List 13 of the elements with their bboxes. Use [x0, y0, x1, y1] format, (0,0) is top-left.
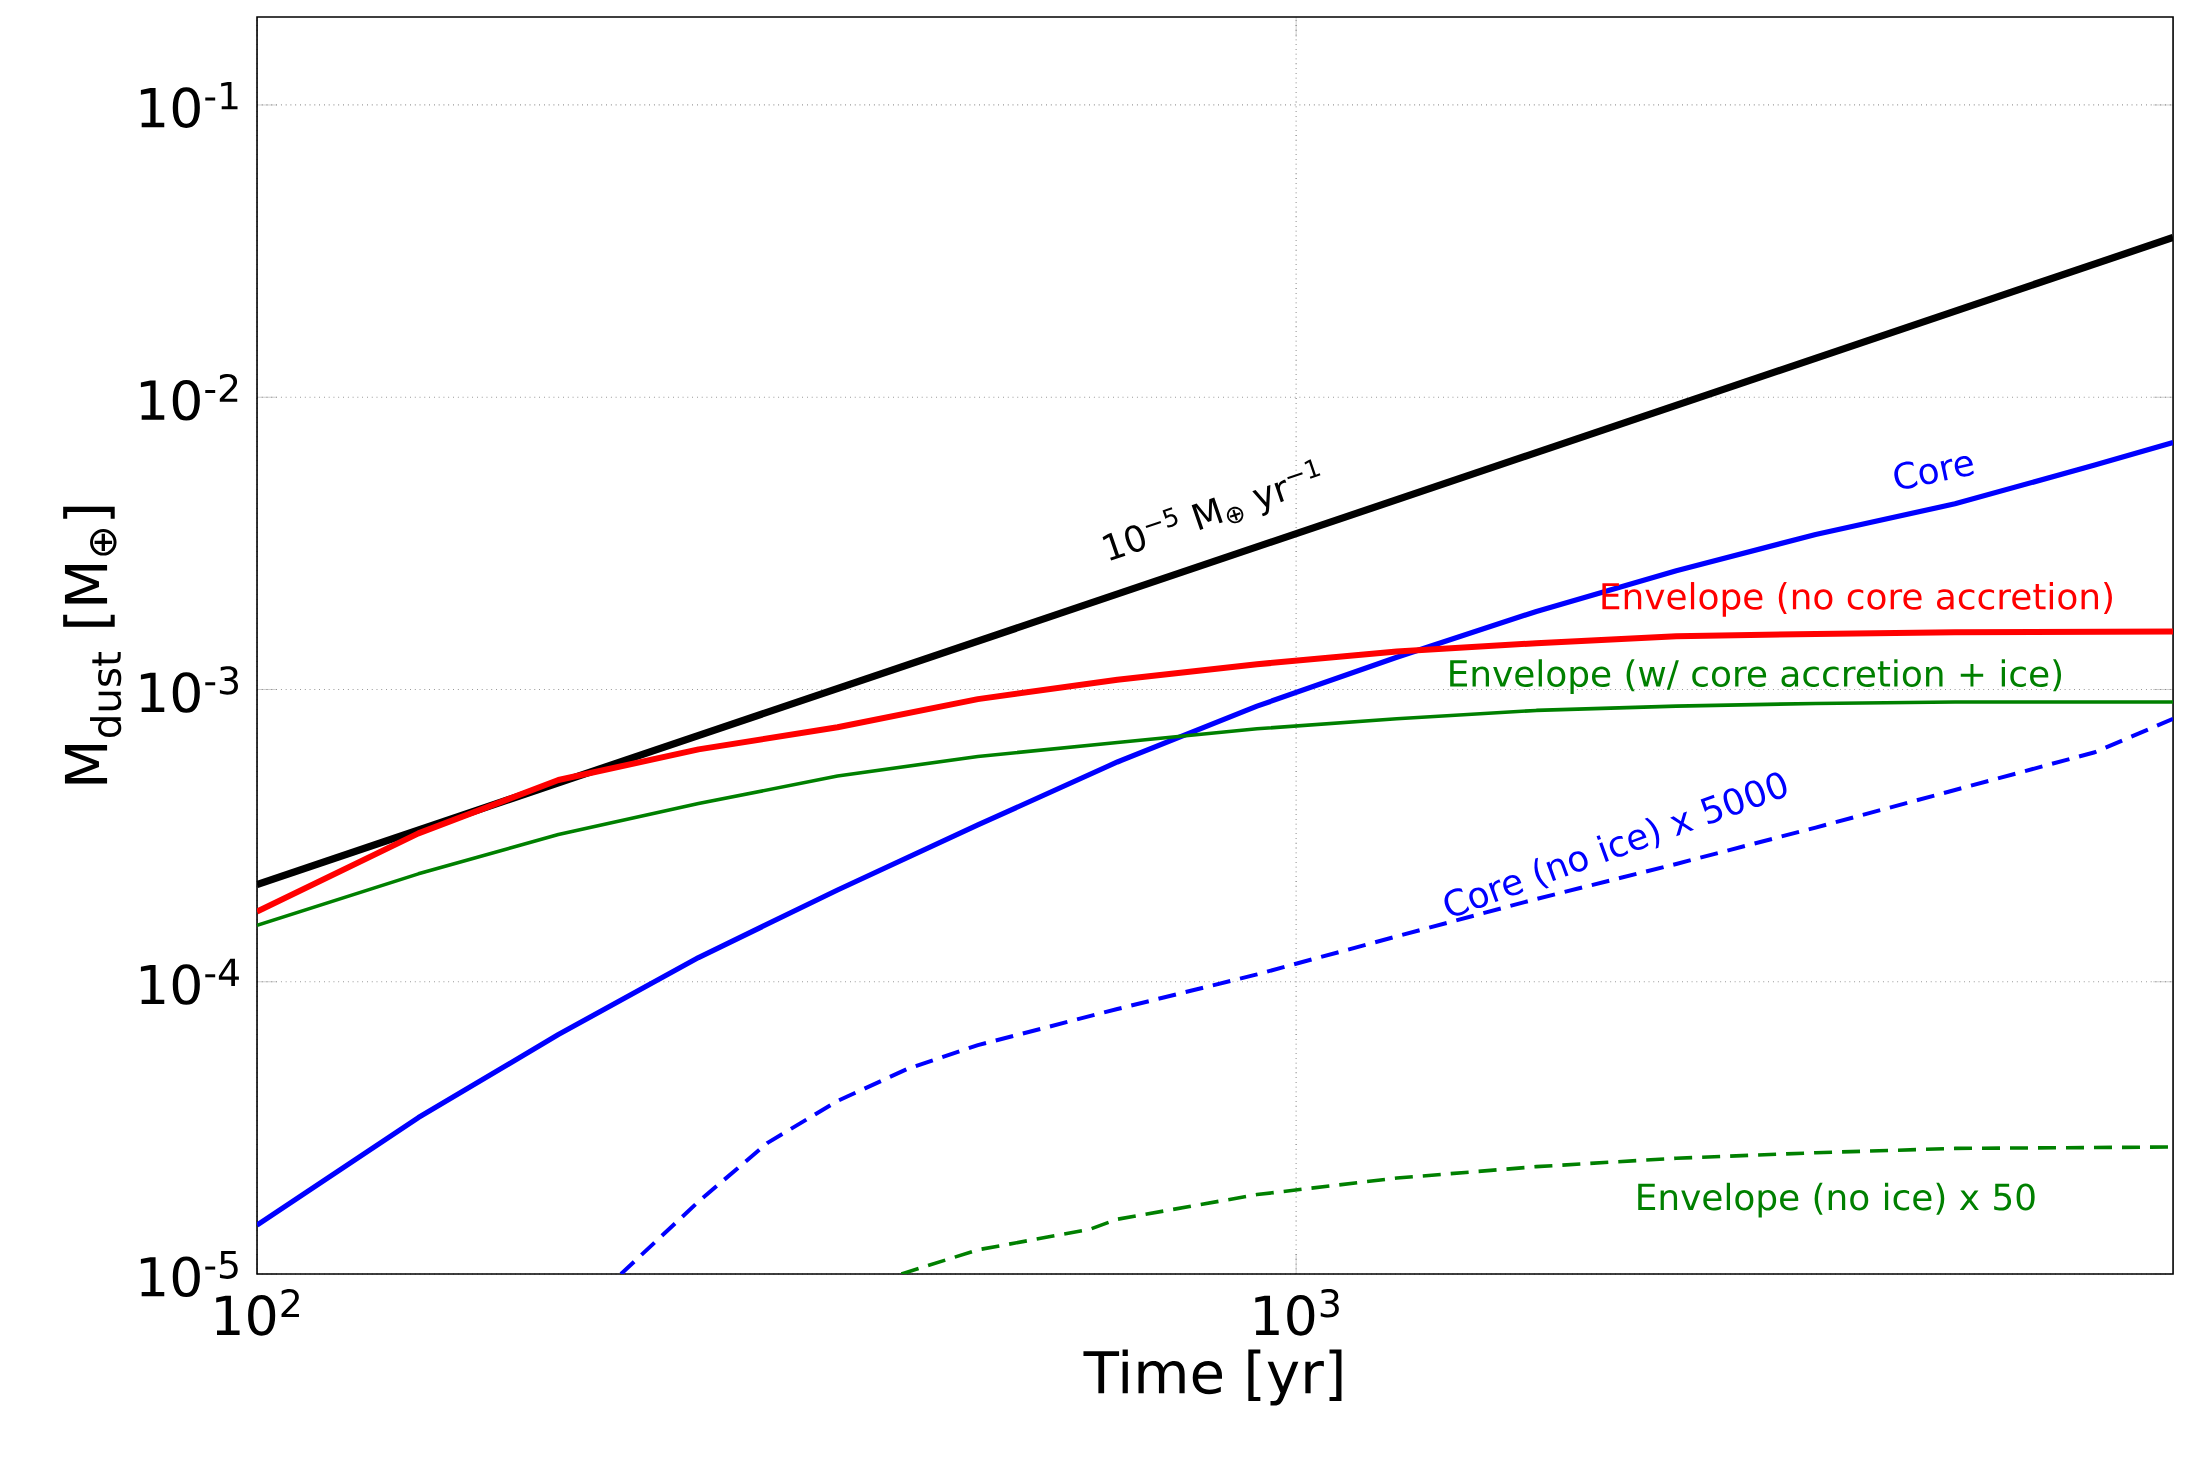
y-axis-title: M$_{dust}$ [M$_{⊕}$] [63, 506, 122, 784]
y-tick-label: 10$^{-4}$ [140, 958, 239, 1005]
text: 10$^{−5}$ M$_{⊕}$ yr$^{−1}$ [1102, 459, 1321, 561]
x-axis-title: Time [yr] [1083, 1349, 1342, 1406]
series-label: Envelope (w/ core accretion + ice) [1450, 659, 2062, 694]
text: Core [1894, 456, 1974, 489]
series-label: Envelope (no core accretion) [1602, 582, 2112, 617]
y-tick-label: 10$^{-3}$ [140, 666, 238, 713]
x-tick-label: 10$^{3}$ [1255, 1289, 1339, 1336]
text: Core (no ice) x 5000 [1444, 772, 1787, 916]
y-tick-label: 10$^{-2}$ [140, 373, 238, 421]
y-tick-label: 10$^{-1}$ [140, 81, 238, 129]
series-label: Envelope (no ice) x 50 [1638, 1182, 2035, 1218]
